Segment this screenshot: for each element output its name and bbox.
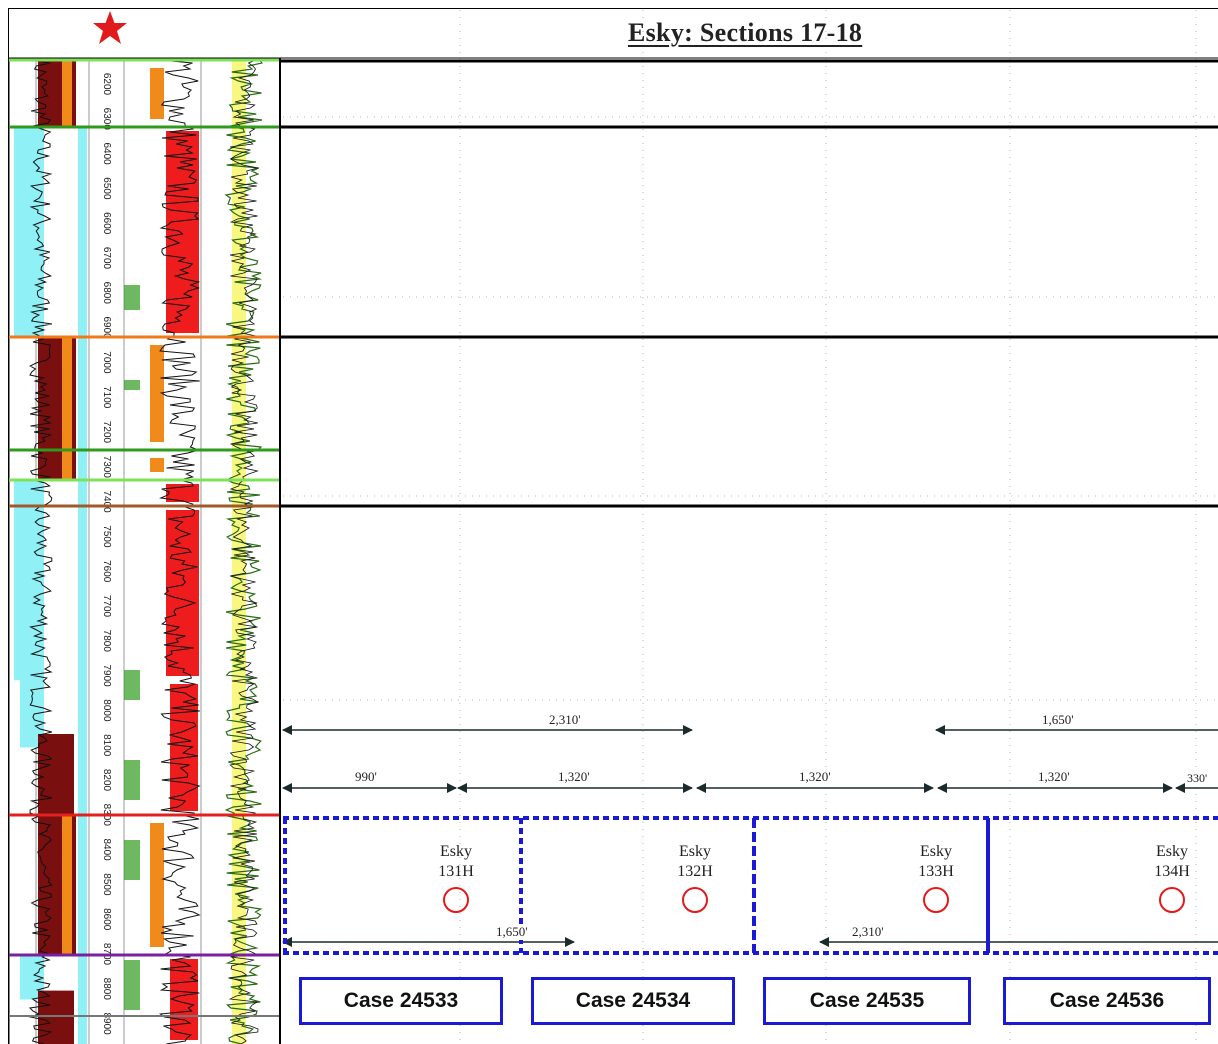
cyan-strip — [78, 337, 87, 1044]
page-title: Esky: Sections 17-18 — [628, 18, 863, 47]
depth-tick-label: 7500 — [101, 525, 112, 548]
dotted-grid — [283, 10, 1218, 1044]
depth-tick-label: 8000 — [101, 699, 112, 722]
depth-tick-label: 8800 — [101, 978, 112, 1001]
dim-label: 2,310' — [850, 924, 886, 940]
dim-label: 1,650' — [1040, 712, 1076, 728]
gr-orange-fill — [62, 60, 72, 127]
porosity-curve-2 — [228, 59, 259, 1044]
depth-tick-label: 6300 — [101, 108, 112, 131]
depth-tick-label: 8200 — [101, 769, 112, 792]
well-circle — [682, 887, 708, 913]
gr-sand-fill — [14, 480, 44, 506]
resistivity-fill — [170, 684, 198, 811]
gr-orange-fill — [62, 815, 72, 955]
formation-boundaries — [279, 58, 1218, 1044]
dim-label: 1,320' — [797, 769, 833, 785]
facies-bar — [124, 285, 140, 310]
porosity-curve — [224, 59, 263, 1044]
resistivity-orange-fill — [150, 68, 164, 119]
depth-tick-label: 7700 — [101, 595, 112, 618]
depth-tick-label: 8500 — [101, 873, 112, 896]
facies-bar — [124, 960, 140, 1010]
depth-tick-label: 7300 — [101, 456, 112, 479]
well-number: 134H — [1154, 863, 1190, 880]
well-label: Esky 132H — [665, 842, 725, 882]
well-name: Esky — [679, 843, 711, 860]
depth-tick-label: 6500 — [101, 177, 112, 200]
depth-tick-label: 7400 — [101, 490, 112, 513]
dim-label: 2,310' — [547, 712, 583, 728]
case-box: Case 24535 — [763, 977, 971, 1025]
facies-bar — [124, 380, 140, 390]
case-box: Case 24534 — [531, 977, 735, 1025]
facies-bar — [124, 760, 140, 800]
dim-label: 1,320' — [1036, 769, 1072, 785]
facies-bar — [124, 670, 140, 700]
well-number: 133H — [918, 863, 954, 880]
depth-tick-label: 6200 — [101, 73, 112, 96]
depth-tick-label: 8900 — [101, 1012, 112, 1035]
well-number: 131H — [438, 863, 474, 880]
dim-label: 1,320' — [556, 769, 592, 785]
dim-label: 990' — [353, 769, 379, 785]
gr-sand-fill — [14, 127, 44, 337]
gr-orange-fill — [62, 337, 72, 450]
resistivity-orange-fill — [150, 823, 164, 947]
well-circle — [443, 887, 469, 913]
resistivity-orange-fill — [150, 458, 164, 472]
well-name: Esky — [1156, 843, 1188, 860]
well-name: Esky — [920, 843, 952, 860]
facies-bar — [124, 840, 140, 880]
case-box: Case 24533 — [299, 977, 503, 1025]
gamma-ray-curve — [28, 59, 53, 1044]
depth-tick-label: 6800 — [101, 282, 112, 305]
gr-shale-fill — [38, 734, 74, 815]
depth-tick-label: 7800 — [101, 630, 112, 653]
well-label: Esky 134H — [1142, 842, 1202, 882]
dim-label: 330' — [1185, 771, 1210, 786]
gr-sand-fill — [14, 506, 44, 680]
depth-tick-label: 6900 — [101, 316, 112, 339]
cyan-strip — [78, 127, 87, 337]
resistivity-curve — [159, 59, 201, 1044]
depth-tick-label: 7100 — [101, 386, 112, 409]
case-box: Case 24536 — [1003, 977, 1211, 1025]
depth-tick-label: 7200 — [101, 421, 112, 444]
resistivity-orange-fill — [150, 345, 164, 442]
depth-tick-label: 8100 — [101, 734, 112, 757]
depth-tick-label: 6600 — [101, 212, 112, 235]
well-label: Esky 131H — [426, 842, 486, 882]
dim-label: 1,650' — [494, 924, 530, 940]
depth-tick-label: 6400 — [101, 142, 112, 165]
depth-tick-label: 7600 — [101, 560, 112, 583]
resistivity-fill — [166, 484, 199, 502]
well-circle — [923, 887, 949, 913]
depth-tick-label: 7000 — [101, 351, 112, 374]
section-units — [283, 816, 1218, 955]
depth-tick-label: 6700 — [101, 247, 112, 270]
well-circle — [1159, 887, 1185, 913]
well-number: 132H — [677, 863, 713, 880]
star-icon — [93, 11, 127, 44]
dimension-lines — [282, 725, 1218, 947]
well-log-panel: 6200 6300 6400 6500 6600 6700 6800 6900 7000 7100… — [8, 58, 280, 1044]
well-label: Esky 133H — [906, 842, 966, 882]
depth-tick-label: 8400 — [101, 838, 112, 861]
depth-tick-label: 8600 — [101, 908, 112, 931]
well-name: Esky — [440, 843, 472, 860]
depth-tick-label: 7900 — [101, 664, 112, 687]
gr-orange-fill — [62, 450, 72, 480]
well-markers — [443, 887, 1185, 913]
